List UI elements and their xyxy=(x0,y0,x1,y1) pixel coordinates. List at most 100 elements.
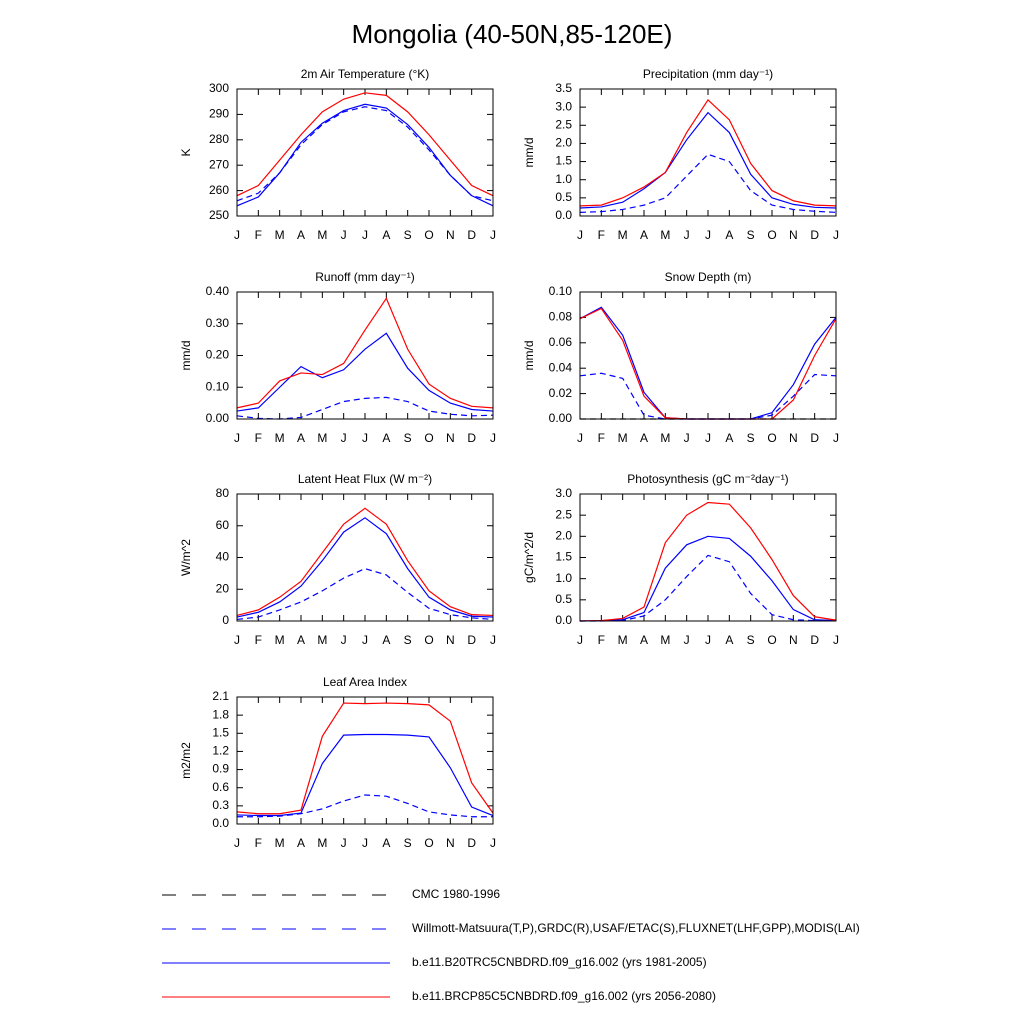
x-tick-label: J xyxy=(234,836,240,850)
x-tick-label: J xyxy=(577,633,583,647)
x-tick-label: N xyxy=(446,836,455,850)
x-tick-label: O xyxy=(424,633,433,647)
panel-title: Precipitation (mm day⁻¹) xyxy=(643,67,773,81)
x-tick-label: S xyxy=(747,228,755,242)
y-tick-label: 1.0 xyxy=(555,571,572,585)
x-tick-label: S xyxy=(404,633,412,647)
y-tick-label: 0.10 xyxy=(206,379,230,393)
y-tick-label: 3.0 xyxy=(555,486,572,500)
x-tick-label: A xyxy=(382,431,390,445)
x-tick-label: J xyxy=(341,431,347,445)
series-line xyxy=(579,501,837,622)
y-axis-label: m2/m2 xyxy=(179,742,193,779)
x-tick-label: A xyxy=(297,633,305,647)
y-tick-label: 1.0 xyxy=(555,172,572,186)
y-tick-label: 0.3 xyxy=(212,798,229,812)
x-tick-label: O xyxy=(767,431,776,445)
legend-label: CMC 1980-1996 xyxy=(412,887,500,901)
y-tick-label: 0.00 xyxy=(549,411,573,425)
x-tick-label: M xyxy=(660,431,670,445)
series-line xyxy=(236,507,494,617)
y-tick-label: 270 xyxy=(209,157,229,171)
x-tick-label: J xyxy=(577,228,583,242)
x-tick-label: J xyxy=(705,633,711,647)
y-tick-label: 0.40 xyxy=(206,284,230,298)
panel-title: Runoff (mm day⁻¹) xyxy=(315,270,414,284)
y-tick-label: 0.0 xyxy=(555,208,572,222)
x-tick-label: A xyxy=(725,431,733,445)
y-tick-label: 0.10 xyxy=(549,284,573,298)
x-tick-label: A xyxy=(382,228,390,242)
x-tick-label: J xyxy=(833,228,839,242)
series-line xyxy=(236,297,494,409)
series-line xyxy=(236,702,494,815)
x-tick-label: M xyxy=(317,836,327,850)
x-tick-label: D xyxy=(467,836,476,850)
plot-frame xyxy=(236,88,494,217)
x-tick-label: J xyxy=(362,836,368,850)
x-tick-label: S xyxy=(404,228,412,242)
x-tick-label: S xyxy=(747,431,755,445)
plot-frame xyxy=(579,291,837,420)
x-tick-label: O xyxy=(767,633,776,647)
x-tick-label: J xyxy=(341,633,347,647)
y-axis-label: W/m^2 xyxy=(179,539,193,576)
x-tick-label: J xyxy=(362,431,368,445)
x-tick-label: S xyxy=(404,836,412,850)
y-tick-label: 0.06 xyxy=(549,335,573,349)
x-tick-label: N xyxy=(446,431,455,445)
panel-title: Photosynthesis (gC m⁻²day⁻¹) xyxy=(627,472,788,486)
y-axis-label: mm/d xyxy=(522,341,536,371)
x-tick-label: J xyxy=(234,228,240,242)
x-tick-label: F xyxy=(255,431,262,445)
x-tick-label: F xyxy=(598,228,605,242)
x-tick-label: J xyxy=(341,228,347,242)
legend-label: Willmott-Matsuura(T,P),GRDC(R),USAF/ETAC… xyxy=(412,921,860,935)
y-tick-label: 40 xyxy=(216,550,230,564)
x-tick-label: F xyxy=(598,431,605,445)
y-tick-label: 0 xyxy=(222,613,229,627)
y-tick-label: 0.30 xyxy=(206,316,230,330)
x-tick-label: O xyxy=(424,836,433,850)
series-line xyxy=(236,567,494,621)
x-tick-label: A xyxy=(382,633,390,647)
plot-frame xyxy=(236,291,494,420)
x-tick-label: M xyxy=(275,228,285,242)
y-tick-label: 2.0 xyxy=(555,529,572,543)
y-axis-label: mm/d xyxy=(179,341,193,371)
y-tick-label: 0.5 xyxy=(555,592,572,606)
y-tick-label: 1.5 xyxy=(555,154,572,168)
x-tick-label: A xyxy=(297,228,305,242)
y-tick-label: 0.9 xyxy=(212,762,229,776)
y-tick-label: 300 xyxy=(209,81,229,95)
x-tick-label: J xyxy=(684,431,690,445)
y-tick-label: 1.8 xyxy=(212,707,229,721)
y-tick-label: 3.5 xyxy=(555,81,572,95)
x-tick-label: N xyxy=(789,431,798,445)
plot-frame xyxy=(236,493,494,622)
panel-title: Snow Depth (m) xyxy=(665,270,752,284)
x-tick-label: D xyxy=(810,633,819,647)
x-tick-label: J xyxy=(833,431,839,445)
x-tick-label: M xyxy=(618,633,628,647)
panel-title: Leaf Area Index xyxy=(323,675,407,689)
x-tick-label: J xyxy=(684,228,690,242)
y-tick-label: 1.2 xyxy=(212,744,229,758)
y-tick-label: 2.5 xyxy=(555,117,572,131)
y-tick-label: 0.00 xyxy=(206,411,230,425)
plot-frame xyxy=(236,696,494,825)
x-tick-label: J xyxy=(577,431,583,445)
x-tick-label: F xyxy=(598,633,605,647)
x-tick-label: A xyxy=(640,633,648,647)
x-tick-label: D xyxy=(467,228,476,242)
series-line xyxy=(579,153,837,213)
y-tick-label: 0.5 xyxy=(555,190,572,204)
x-tick-label: N xyxy=(789,228,798,242)
x-tick-label: N xyxy=(446,633,455,647)
x-tick-label: F xyxy=(255,228,262,242)
x-tick-label: S xyxy=(747,633,755,647)
x-tick-label: A xyxy=(725,228,733,242)
plot-frame xyxy=(579,493,837,622)
y-tick-label: 2.5 xyxy=(555,507,572,521)
series-line xyxy=(579,372,837,420)
